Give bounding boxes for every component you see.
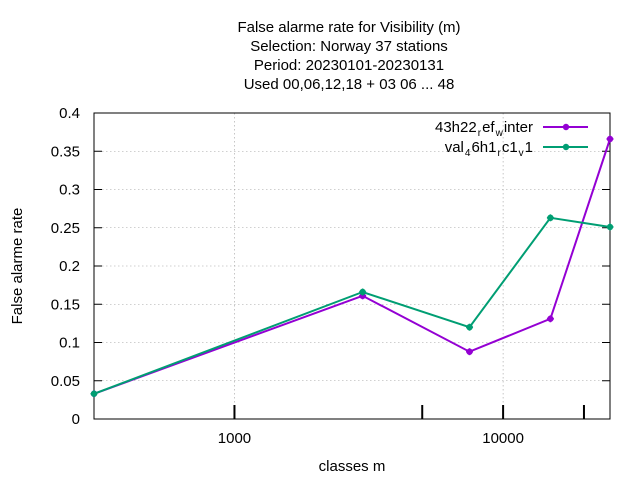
y-tick-label: 0.4 [59,105,80,122]
series-lines [90,135,614,398]
series-1-point [546,315,554,323]
y-tick-label: 0.25 [51,220,80,237]
y-tick-label: 0.2 [59,258,80,275]
legend-marker [562,123,570,131]
legend-entry-1: 43h22refwinter [435,119,588,139]
x-tick-label: 10000 [482,430,524,447]
chart-title-line: Period: 20230101-20230131 [254,57,444,74]
x-tick-label: 1000 [218,430,251,447]
legend-label: val46h1rc1v1 [445,139,533,159]
chart-title-line: False alarme rate for Visibility (m) [237,19,460,36]
series-2-point [546,214,554,222]
chart-title-line: Used 00,06,12,18 + 03 06 ... 48 [244,76,455,93]
series-2-point [466,323,474,331]
x-axis-label: classes m [319,458,386,475]
y-tick-label: 0.05 [51,373,80,390]
series-line-2 [93,216,611,395]
grid [94,113,610,419]
y-axis-label: False alarme rate [9,208,26,325]
series-2-point [90,390,98,398]
series-1-point [466,348,474,356]
y-tick-label: 0.35 [51,143,80,160]
chart-title: False alarme rate for Visibility (m) Sele… [237,19,460,93]
legend-marker [562,143,570,151]
y-tick-label: 0 [72,411,80,428]
series-1-point [606,135,614,143]
series-2-point [359,288,367,296]
y-tick-label: 0.1 [59,335,80,352]
legend-entry-2: val46h1rc1v1 [445,139,588,159]
axes: 0 0.05 0.1 0.15 0.2 0.25 0.3 0.35 0.4 1000 10000 cl… [9,105,611,475]
series-line-1 [93,138,611,395]
legend-label: 43h22refwinter [435,119,533,139]
chart-title-line: Selection: Norway 37 stations [250,38,448,55]
series-2-point [606,223,614,231]
y-tick-label: 0.3 [59,182,80,199]
y-tick-label: 0.15 [51,296,80,313]
